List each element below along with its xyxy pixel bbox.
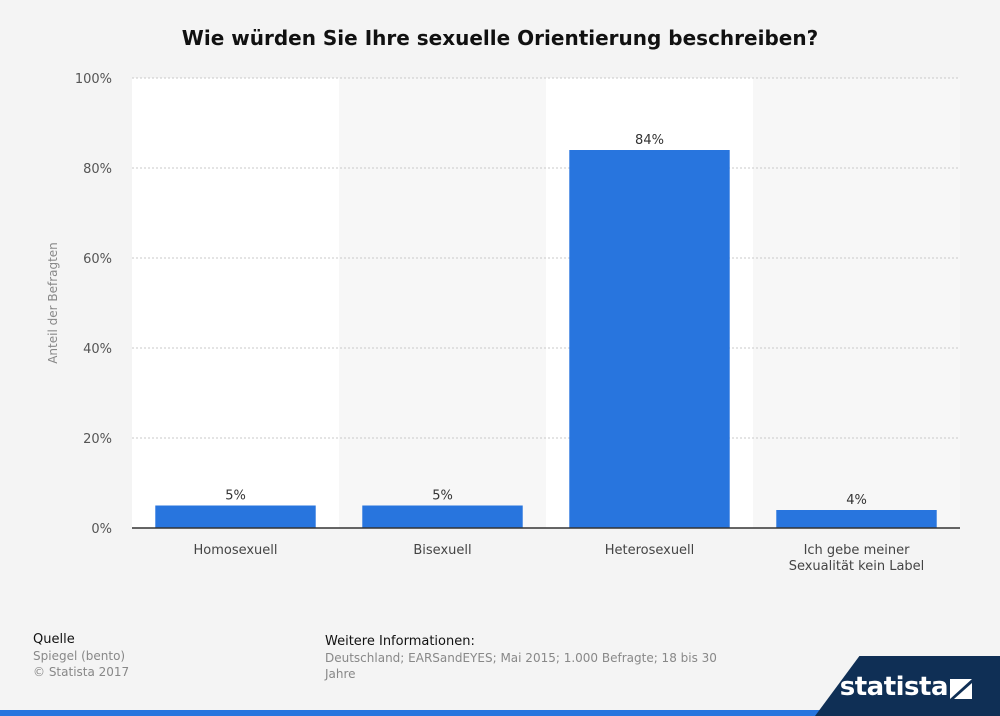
category-band (339, 78, 546, 528)
info-heading: Weitere Informationen: (325, 634, 475, 649)
data-label: 5% (432, 489, 453, 504)
brand-bar (0, 710, 1000, 716)
data-label: 84% (635, 133, 664, 148)
info-block: Weitere Informationen: Deutschland; EARS… (325, 634, 725, 682)
y-tick-label: 80% (83, 162, 112, 177)
bar-chart: 0% 20% 40% 60% 80% 100% Anteil der Befragten 5%… (46, 72, 960, 574)
data-label: 5% (225, 489, 246, 504)
x-tick-label: Heterosexuell (605, 543, 695, 558)
y-tick-label: 0% (91, 522, 112, 537)
info-text: Deutschland; EARSandEYES; Mai 2015; 1.00… (325, 651, 717, 681)
brand-name: statista (839, 672, 949, 702)
category-band (753, 78, 960, 528)
y-tick-label: 60% (83, 252, 112, 267)
y-axis-label: Anteil der Befragten (46, 242, 60, 364)
x-tick-label: Bisexuell (413, 543, 471, 558)
source-line: Spiegel (bento) (33, 649, 126, 663)
y-tick-label: 20% (83, 432, 112, 447)
y-tick-label: 40% (83, 342, 112, 357)
bar (362, 505, 523, 528)
x-tick-label: Sexualität kein Label (789, 559, 925, 574)
source-heading: Quelle (33, 632, 75, 647)
data-label: 4% (846, 493, 867, 508)
x-tick-label: Homosexuell (193, 543, 277, 558)
bar (155, 505, 316, 528)
bar (569, 150, 730, 528)
x-tick-label: Ich gebe meiner (804, 543, 910, 558)
copyright-line: © Statista 2017 (33, 665, 130, 679)
bar (776, 510, 937, 528)
chart-title: Wie würden Sie Ihre sexuelle Orientierun… (181, 26, 819, 50)
statista-logo[interactable]: statista (815, 656, 1000, 716)
source-block: Quelle Spiegel (bento) © Statista 2017 (33, 632, 129, 680)
statista-logo-icon (950, 679, 972, 699)
y-tick-label: 100% (75, 72, 112, 87)
